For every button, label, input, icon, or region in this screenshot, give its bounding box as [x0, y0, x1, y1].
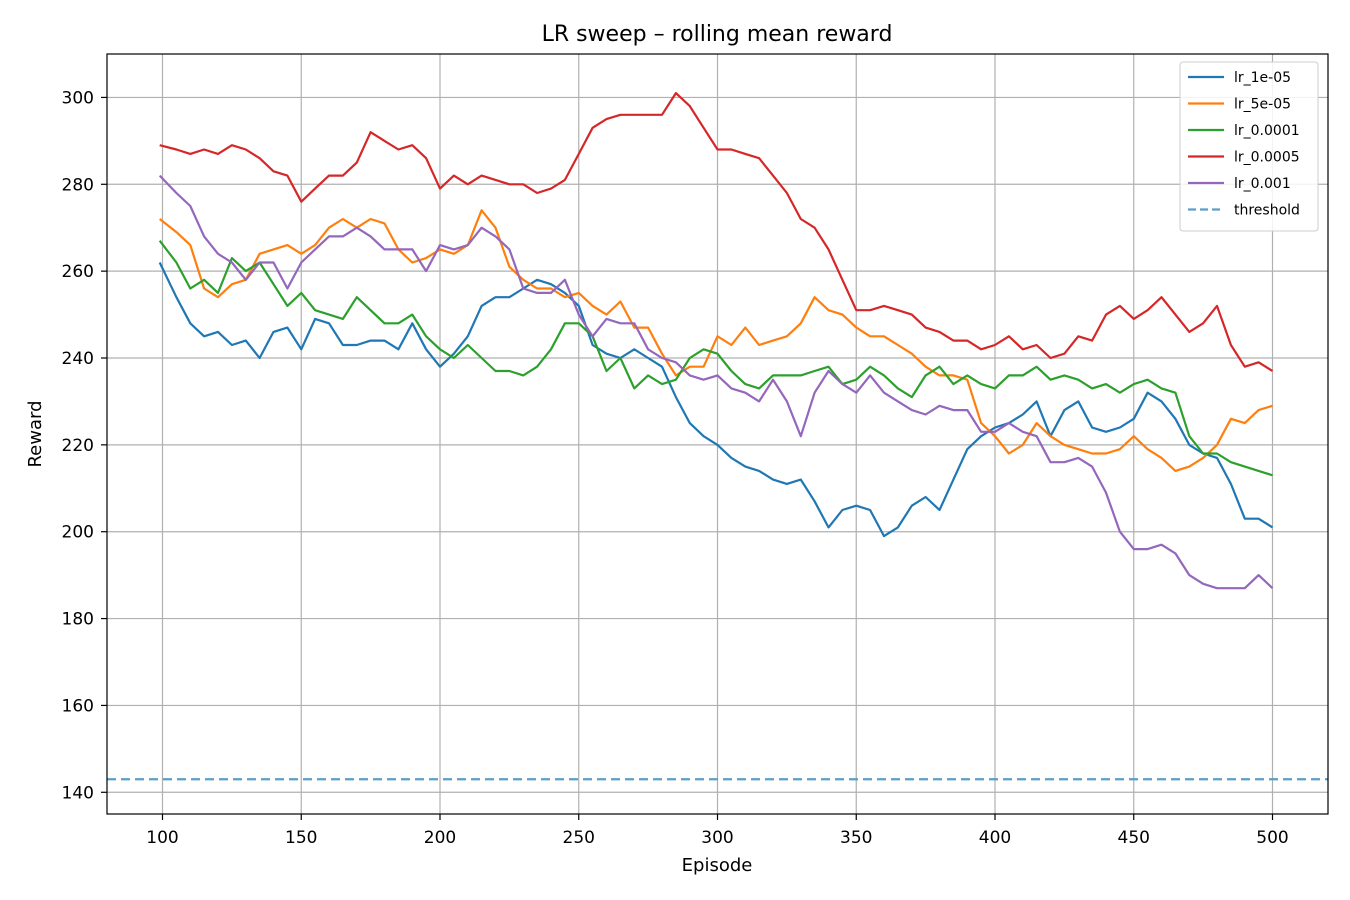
legend-label-lr-0-001: lr_0.001: [1234, 176, 1291, 192]
x-tick-label: 400: [979, 828, 1011, 848]
series-lines: [107, 91, 1328, 781]
y-tick-label: 140: [62, 783, 94, 803]
y-tick-label: 280: [62, 175, 94, 195]
legend-label-lr-1e-05: lr_1e-05: [1234, 70, 1291, 86]
x-tick-label: 250: [563, 828, 595, 848]
y-tick-label: 180: [62, 610, 94, 630]
chart-title: LR sweep – rolling mean reward: [542, 22, 893, 47]
legend-label-lr-0-0001: lr_0.0001: [1234, 123, 1300, 139]
series-line-lr-0-0005: [159, 91, 1274, 372]
x-tick-label: 500: [1256, 828, 1288, 848]
legend: lr_1e-05 lr_5e-05 lr_0.0001 lr_0.0005 lr_0.0…: [1179, 61, 1319, 232]
y-tick-label: 220: [62, 436, 94, 456]
x-tick-label: 450: [1118, 828, 1150, 848]
y-tick-label: 240: [62, 349, 94, 369]
x-tick-label: 350: [840, 828, 872, 848]
series-line-lr-5e-05: [159, 209, 1273, 472]
series-line-lr-0-001: [158, 174, 1274, 590]
legend-label-threshold: threshold: [1234, 203, 1300, 219]
x-axis-label: Episode: [682, 855, 753, 876]
y-axis-label: Reward: [25, 400, 46, 467]
y-tick-label: 200: [62, 523, 94, 543]
x-tick-label: 300: [701, 828, 733, 848]
series-line-lr-1e-05: [158, 262, 1274, 538]
y-tick-label: 300: [62, 88, 94, 108]
axis-ticks: 100 150 200 250 300 350 400 450 500 140 160 180 200 2…: [62, 88, 1289, 848]
series-line-lr-0-0001: [158, 240, 1273, 477]
y-tick-label: 260: [62, 262, 94, 282]
legend-label-lr-0-0005: lr_0.0005: [1234, 150, 1300, 166]
x-tick-label: 100: [146, 828, 178, 848]
legend-label-lr-5e-05: lr_5e-05: [1234, 97, 1291, 113]
x-tick-label: 200: [424, 828, 456, 848]
x-tick-label: 150: [285, 828, 317, 848]
y-tick-label: 160: [62, 696, 94, 716]
